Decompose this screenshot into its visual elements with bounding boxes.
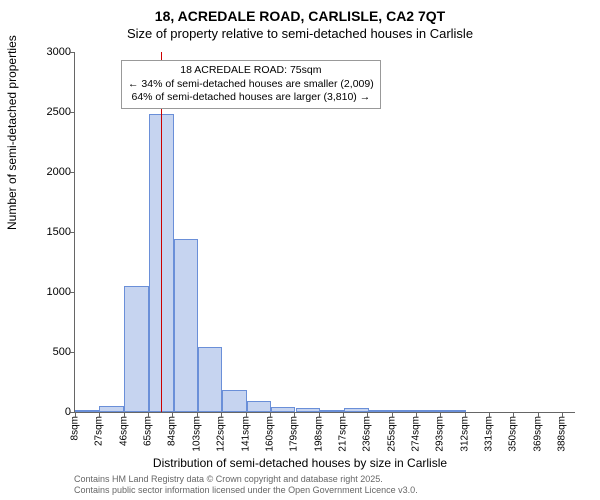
x-tick-label: 350sqm bbox=[508, 412, 519, 452]
x-axis-label: Distribution of semi-detached houses by … bbox=[0, 456, 600, 470]
histogram-bar bbox=[99, 406, 123, 412]
x-tick-mark bbox=[465, 412, 466, 417]
y-axis-label: Number of semi-detached properties bbox=[5, 35, 19, 230]
histogram-bar bbox=[296, 408, 320, 412]
histogram-bar bbox=[198, 347, 222, 412]
x-tick-label: 369sqm bbox=[532, 412, 543, 452]
x-tick-mark bbox=[124, 412, 125, 417]
x-tick-mark bbox=[392, 412, 393, 417]
footer-line-1: Contains HM Land Registry data © Crown c… bbox=[74, 474, 418, 485]
x-tick-label: 198sqm bbox=[313, 412, 324, 452]
x-tick-label: 27sqm bbox=[94, 412, 105, 446]
x-tick-label: 84sqm bbox=[167, 412, 178, 446]
x-tick-mark bbox=[367, 412, 368, 417]
x-tick-label: 312sqm bbox=[459, 412, 470, 452]
histogram-bar bbox=[320, 410, 344, 412]
histogram-bar bbox=[174, 239, 198, 412]
histogram-bar bbox=[344, 408, 368, 412]
x-tick-mark bbox=[172, 412, 173, 417]
x-tick-mark bbox=[270, 412, 271, 417]
x-tick-mark bbox=[197, 412, 198, 417]
x-tick-label: 293sqm bbox=[435, 412, 446, 452]
annotation-box: 18 ACREDALE ROAD: 75sqm← 34% of semi-det… bbox=[121, 60, 381, 109]
histogram-bar bbox=[247, 401, 271, 412]
x-tick-label: 46sqm bbox=[118, 412, 129, 446]
x-tick-mark bbox=[221, 412, 222, 417]
annotation-line: 18 ACREDALE ROAD: 75sqm bbox=[128, 64, 374, 78]
x-tick-mark bbox=[538, 412, 539, 417]
y-tick-mark bbox=[70, 232, 75, 233]
histogram-bar bbox=[443, 410, 466, 412]
histogram-bar bbox=[393, 410, 417, 412]
histogram-bar bbox=[222, 390, 246, 412]
x-tick-label: 388sqm bbox=[557, 412, 568, 452]
x-tick-mark bbox=[99, 412, 100, 417]
y-tick-mark bbox=[70, 292, 75, 293]
x-tick-label: 179sqm bbox=[289, 412, 300, 452]
y-tick-mark bbox=[70, 352, 75, 353]
x-tick-label: 65sqm bbox=[143, 412, 154, 446]
x-tick-mark bbox=[75, 412, 76, 417]
x-tick-mark bbox=[246, 412, 247, 417]
chart-title: 18, ACREDALE ROAD, CARLISLE, CA2 7QT bbox=[0, 0, 600, 24]
x-tick-mark bbox=[440, 412, 441, 417]
footer-line-2: Contains public sector information licen… bbox=[74, 485, 418, 496]
x-tick-label: 274sqm bbox=[411, 412, 422, 452]
x-tick-label: 122sqm bbox=[216, 412, 227, 452]
x-tick-label: 141sqm bbox=[240, 412, 251, 452]
x-tick-mark bbox=[319, 412, 320, 417]
x-tick-label: 331sqm bbox=[484, 412, 495, 452]
x-tick-mark bbox=[489, 412, 490, 417]
x-tick-label: 217sqm bbox=[337, 412, 348, 452]
footer-attribution: Contains HM Land Registry data © Crown c… bbox=[74, 474, 418, 496]
chart-subtitle: Size of property relative to semi-detach… bbox=[0, 24, 600, 41]
x-tick-label: 160sqm bbox=[264, 412, 275, 452]
x-tick-label: 255sqm bbox=[386, 412, 397, 452]
histogram-bar bbox=[369, 410, 393, 412]
x-tick-mark bbox=[148, 412, 149, 417]
annotation-line: ← 34% of semi-detached houses are smalle… bbox=[128, 78, 374, 92]
y-tick-mark bbox=[70, 52, 75, 53]
annotation-line: 64% of semi-detached houses are larger (… bbox=[128, 91, 374, 105]
plot-area: 0500100015002000250030008sqm27sqm46sqm65… bbox=[74, 52, 575, 413]
histogram-bar bbox=[417, 410, 443, 412]
x-tick-mark bbox=[343, 412, 344, 417]
x-tick-label: 236sqm bbox=[362, 412, 373, 452]
x-tick-mark bbox=[562, 412, 563, 417]
y-tick-mark bbox=[70, 172, 75, 173]
x-tick-mark bbox=[513, 412, 514, 417]
x-tick-mark bbox=[416, 412, 417, 417]
histogram-bar bbox=[75, 410, 99, 412]
x-tick-mark bbox=[294, 412, 295, 417]
y-tick-mark bbox=[70, 112, 75, 113]
histogram-bar bbox=[271, 407, 295, 412]
x-tick-label: 103sqm bbox=[191, 412, 202, 452]
histogram-bar bbox=[124, 286, 150, 412]
